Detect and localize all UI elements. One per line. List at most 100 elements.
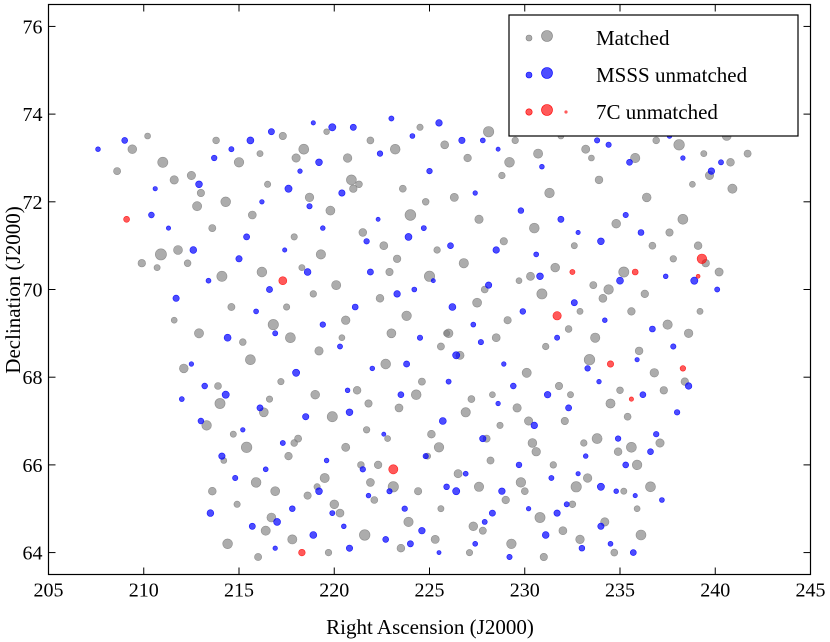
msss-unmatched-point bbox=[470, 321, 477, 328]
msss-unmatched-point bbox=[197, 417, 205, 425]
matched-point bbox=[503, 316, 512, 325]
msss-unmatched-point bbox=[221, 390, 230, 399]
matched-point bbox=[137, 259, 146, 268]
msss-unmatched-point bbox=[435, 119, 443, 127]
matched-point bbox=[589, 281, 598, 289]
7c-unmatched-point bbox=[298, 548, 306, 557]
matched-point bbox=[285, 332, 296, 344]
matched-point bbox=[154, 248, 167, 261]
msss-unmatched-point bbox=[436, 550, 442, 555]
matched-point bbox=[598, 293, 608, 303]
msss-unmatched-point bbox=[634, 357, 640, 363]
matched-point bbox=[649, 368, 659, 378]
msss-unmatched-point bbox=[584, 365, 591, 372]
msss-unmatched-point bbox=[653, 431, 660, 438]
matched-point bbox=[298, 264, 306, 271]
matched-point bbox=[359, 529, 371, 541]
msss-unmatched-point bbox=[248, 522, 256, 530]
msss-unmatched-point bbox=[575, 471, 581, 477]
matched-point bbox=[693, 241, 703, 250]
matched-point bbox=[631, 459, 643, 471]
matched-point bbox=[341, 315, 351, 325]
matched-point bbox=[641, 192, 652, 203]
x-tick-label: 210 bbox=[129, 580, 159, 602]
matched-point bbox=[726, 158, 735, 167]
msss-unmatched-point bbox=[517, 207, 525, 214]
msss-unmatched-point bbox=[597, 482, 605, 491]
msss-unmatched-point bbox=[597, 237, 605, 246]
x-tick-label: 240 bbox=[700, 580, 730, 602]
matched-point bbox=[611, 219, 621, 229]
matched-point bbox=[153, 264, 161, 271]
msss-unmatched-point bbox=[259, 199, 265, 205]
msss-unmatched-point bbox=[662, 273, 669, 279]
matched-point bbox=[266, 512, 277, 523]
matched-point bbox=[256, 150, 264, 157]
msss-unmatched-point bbox=[443, 483, 450, 490]
msss-unmatched-point bbox=[201, 382, 208, 390]
msss-unmatched-point bbox=[578, 544, 586, 552]
msss-unmatched-point bbox=[366, 268, 374, 276]
matched-point bbox=[472, 297, 482, 308]
matched-point bbox=[355, 180, 363, 189]
msss-unmatched-point bbox=[375, 216, 381, 222]
msss-unmatched-point bbox=[649, 325, 656, 333]
x-tick-label: 225 bbox=[415, 580, 445, 602]
x-axis-label: Right Ascension (J2000) bbox=[326, 615, 534, 639]
msss-unmatched-point bbox=[376, 150, 384, 157]
msss-unmatched-point bbox=[338, 189, 346, 197]
x-tick-label: 235 bbox=[605, 580, 635, 602]
matched-point bbox=[527, 438, 538, 448]
matched-point bbox=[575, 534, 585, 545]
y-tick-label: 64 bbox=[23, 543, 43, 565]
matched-point bbox=[554, 381, 563, 390]
matched-point bbox=[331, 280, 342, 290]
legend-matched-label: Matched bbox=[596, 26, 670, 50]
matched-point bbox=[576, 307, 584, 315]
msss-unmatched-point bbox=[205, 277, 212, 284]
matched-point bbox=[549, 461, 557, 469]
matched-point bbox=[533, 148, 543, 159]
msss-unmatched-point bbox=[647, 448, 654, 456]
msss-unmatched-point bbox=[632, 493, 638, 499]
legend-7c-unmatched-marker-small bbox=[525, 108, 533, 116]
matched-point bbox=[616, 386, 624, 394]
matched-point bbox=[310, 390, 320, 400]
matched-point bbox=[416, 123, 424, 131]
msss-unmatched-point bbox=[570, 299, 578, 307]
msss-unmatched-point bbox=[613, 488, 619, 494]
matched-point bbox=[370, 496, 379, 504]
matched-point bbox=[254, 553, 262, 561]
matched-point bbox=[352, 386, 362, 395]
matched-point bbox=[468, 521, 478, 531]
msss-unmatched-point bbox=[272, 330, 279, 337]
matched-point bbox=[403, 516, 414, 527]
msss-unmatched-point bbox=[246, 136, 255, 145]
matched-point bbox=[478, 526, 487, 535]
matched-point bbox=[384, 435, 391, 442]
msss-unmatched-point bbox=[266, 286, 273, 293]
matched-point bbox=[467, 395, 476, 403]
msss-unmatched-point bbox=[554, 334, 560, 341]
matched-point bbox=[613, 447, 623, 456]
msss-unmatched-point bbox=[148, 211, 155, 219]
msss-unmatched-point bbox=[438, 417, 447, 425]
msss-unmatched-point bbox=[565, 404, 572, 412]
matched-point bbox=[380, 358, 391, 370]
7c-unmatched-point bbox=[123, 216, 130, 223]
matched-point bbox=[529, 222, 540, 234]
matched-point bbox=[591, 433, 603, 444]
msss-unmatched-point bbox=[495, 400, 501, 407]
matched-point bbox=[222, 538, 233, 549]
matched-point bbox=[634, 346, 644, 356]
msss-unmatched-point bbox=[223, 333, 232, 342]
matched-point bbox=[375, 294, 385, 303]
matched-point bbox=[499, 237, 508, 246]
msss-unmatched-point bbox=[458, 136, 466, 144]
msss-unmatched-point bbox=[351, 303, 359, 311]
msss-unmatched-point bbox=[498, 487, 506, 495]
msss-unmatched-point bbox=[403, 360, 410, 368]
msss-unmatched-point bbox=[515, 461, 523, 469]
matched-point bbox=[267, 319, 279, 331]
matched-point bbox=[315, 249, 326, 260]
